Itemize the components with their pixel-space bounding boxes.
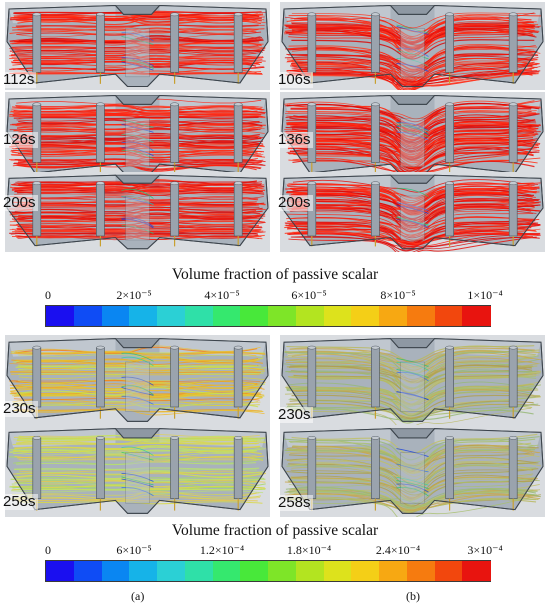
- colorbar-step: [46, 561, 75, 581]
- colorbar-step: [351, 561, 380, 581]
- colorbar-1-title: Volume fraction of passive scalar: [171, 266, 379, 283]
- panel-a-126s: 126s: [1, 92, 270, 180]
- colorbar-step: [157, 306, 186, 326]
- colorbar-tick: 6×10⁻⁵: [291, 288, 327, 302]
- time-label: 200s: [276, 194, 313, 211]
- colorbar-tick: 3×10⁻⁴: [467, 543, 503, 557]
- colorbar-step: [240, 306, 269, 326]
- colorbar-1-ticks: 0 2×10⁻⁵ 4×10⁻⁵ 6×10⁻⁵ 8×10⁻⁵ 1×10⁻⁴: [0, 288, 550, 304]
- colorbar-step: [323, 306, 353, 326]
- panel-a-200s: 200s: [1, 172, 270, 252]
- tank-render: [280, 172, 545, 252]
- colorbar-step: [129, 306, 158, 326]
- panel-a-230s: 230s: [1, 335, 270, 425]
- colorbar-tick: 2.4×10⁻⁴: [375, 543, 421, 557]
- colorbar-step: [240, 561, 269, 581]
- colorbar-step: [434, 561, 464, 581]
- panel-a-112s: 112s: [1, 2, 270, 90]
- colorbar-step: [406, 561, 436, 581]
- tank-render: [280, 425, 545, 517]
- colorbar-step: [295, 561, 325, 581]
- colorbar-step: [184, 306, 214, 326]
- colorbar-1: [45, 305, 491, 327]
- time-label: 106s: [276, 71, 313, 88]
- time-label: 200s: [1, 194, 38, 211]
- colorbar-step: [462, 306, 491, 326]
- colorbar-step: [129, 561, 158, 581]
- colorbar-tick: 6×10⁻⁵: [116, 543, 152, 557]
- colorbar-tick: 1.8×10⁻⁴: [286, 543, 332, 557]
- panel-b-106s: 106s: [276, 2, 545, 90]
- colorbar-step: [184, 561, 214, 581]
- tank-render: [5, 2, 270, 90]
- panel-b-200s: 200s: [276, 172, 545, 252]
- colorbar-step: [212, 306, 242, 326]
- tank-render: [5, 335, 270, 425]
- time-label: 258s: [1, 493, 38, 510]
- colorbar-step: [323, 561, 353, 581]
- panel-b-136s: 136s: [276, 92, 545, 180]
- colorbar-step: [406, 306, 436, 326]
- tank-render: [5, 425, 270, 517]
- colorbar-2-ticks: 0 6×10⁻⁵ 1.2×10⁻⁴ 1.8×10⁻⁴ 2.4×10⁻⁴ 3×10…: [0, 543, 550, 559]
- time-label: 230s: [276, 406, 313, 423]
- colorbar-step: [212, 561, 242, 581]
- subfigure-label-a: (a): [131, 589, 145, 603]
- colorbar-tick: 0: [45, 288, 51, 302]
- colorbar-step: [351, 306, 380, 326]
- colorbar-step: [268, 561, 297, 581]
- tank-render: [280, 335, 545, 425]
- tank-render: [280, 2, 545, 90]
- colorbar-tick: 8×10⁻⁵: [380, 288, 416, 302]
- panel-a-258s: 258s: [1, 425, 270, 517]
- time-label: 126s: [1, 131, 38, 148]
- colorbar-step: [379, 561, 408, 581]
- panel-b-230s: 230s: [276, 335, 545, 425]
- colorbar-tick: 2×10⁻⁵: [116, 288, 152, 302]
- subfigure-label-b: (b): [406, 589, 420, 603]
- tank-render: [5, 172, 270, 252]
- colorbar-2-title: Volume fraction of passive scalar: [171, 522, 379, 539]
- colorbar-step: [101, 561, 131, 581]
- colorbar-step: [462, 561, 491, 581]
- colorbar-step: [434, 306, 464, 326]
- time-label: 258s: [276, 494, 313, 511]
- colorbar-tick: 1.2×10⁻⁴: [199, 543, 245, 557]
- time-label: 230s: [1, 400, 38, 417]
- colorbar-step: [73, 306, 103, 326]
- colorbar-2: [45, 560, 491, 582]
- tank-render: [280, 92, 545, 180]
- colorbar-step: [379, 306, 408, 326]
- colorbar-tick: 4×10⁻⁵: [204, 288, 240, 302]
- colorbar-tick: 1×10⁻⁴: [467, 288, 503, 302]
- panel-b-258s: 258s: [276, 425, 545, 517]
- time-label: 136s: [276, 131, 313, 148]
- colorbar-step: [157, 561, 186, 581]
- colorbar-step: [101, 306, 131, 326]
- colorbar-step: [73, 561, 103, 581]
- colorbar-tick: 0: [45, 543, 51, 557]
- colorbar-step: [295, 306, 325, 326]
- colorbar-step: [46, 306, 75, 326]
- time-label: 112s: [1, 71, 37, 88]
- colorbar-step: [268, 306, 297, 326]
- tank-render: [5, 92, 270, 180]
